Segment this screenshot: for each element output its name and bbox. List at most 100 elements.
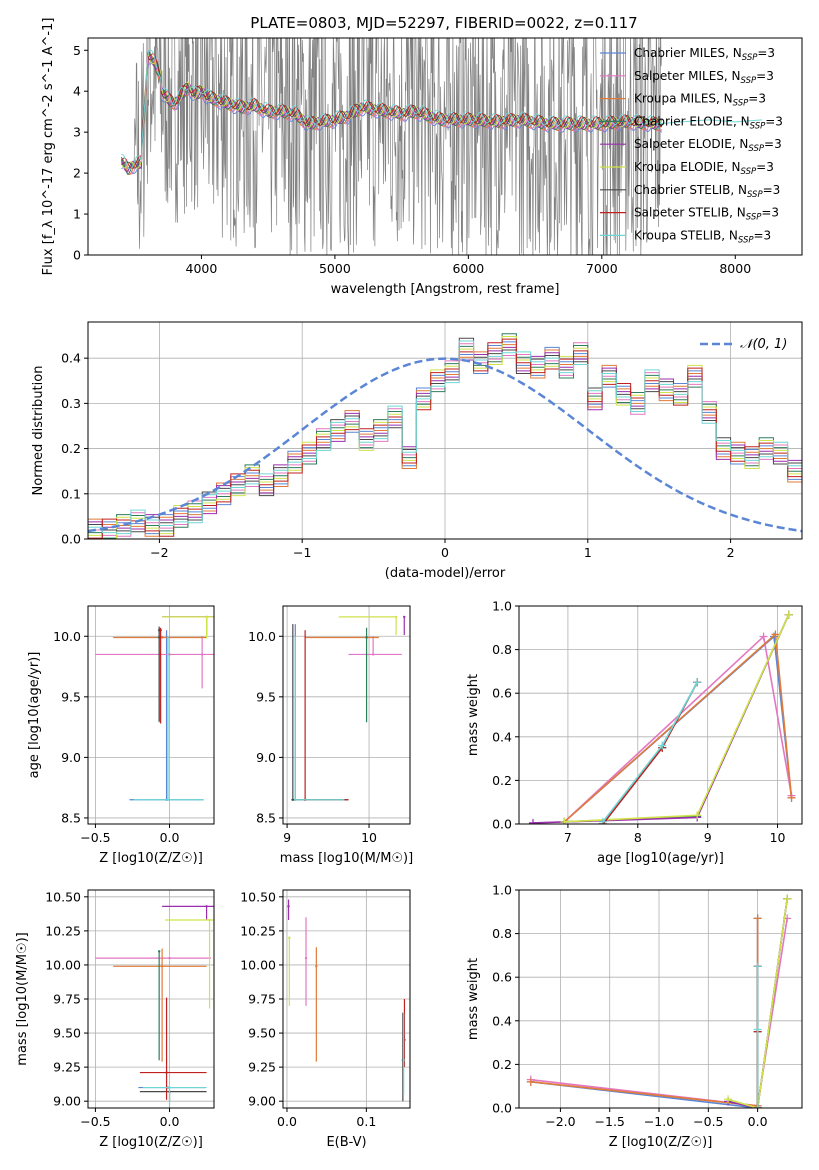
- chart-mass-vs-ebv: 0.0 0.1 9.00 9.25 9.50 9.75 10.00 10.25 10.50 E(B…: [240, 889, 411, 1150]
- x-tick-label: 0.0: [160, 1114, 180, 1129]
- y-tick-label: 8.5: [61, 810, 81, 825]
- y-tick-label: 0.0: [492, 817, 512, 832]
- model-fit-line: [121, 57, 663, 175]
- series-marker: [658, 741, 667, 750]
- y-tick-label: 0.3: [61, 396, 81, 411]
- y-tick-label: 3: [73, 125, 81, 140]
- series-marker: [560, 817, 569, 824]
- series-marker: [693, 678, 702, 687]
- series-marker: [771, 630, 780, 639]
- y-tick-label: 0.2: [492, 773, 512, 788]
- series-line: [563, 634, 793, 823]
- y-tick-label: 9.75: [248, 992, 276, 1007]
- data-point: [159, 629, 162, 632]
- data-point: [402, 1059, 405, 1062]
- legend-label: Kroupa STELIB, NSSP=3: [634, 228, 771, 245]
- x-tick-label: 0.0: [748, 1114, 768, 1129]
- series-marker: [526, 1077, 535, 1086]
- series-marker: [693, 811, 702, 820]
- series-marker: [598, 817, 607, 824]
- x-axis-label: (data-model)/error: [385, 566, 506, 581]
- data-point: [291, 798, 295, 801]
- figure-title: PLATE=0803, MJD=52297, FIBERID=0022, z=0…: [250, 14, 637, 32]
- axes-frame: [518, 889, 803, 1109]
- series-marker: [528, 818, 537, 824]
- y-tick-label: 10.25: [240, 923, 276, 938]
- x-axis-label: Z [log10(Z/Z☉)]: [609, 1135, 713, 1150]
- y-tick-label: 1.0: [492, 599, 512, 614]
- chart-weight-vs-Z: −2.0 −1.5 −1.0 −0.5 0.0 0.0 0.2 0.4 0.6 0.8 1.0 Z […: [466, 883, 803, 1150]
- data-point: [168, 956, 171, 960]
- y-tick-label: 0.2: [61, 441, 81, 456]
- y-axis-label: mass [log10(M/M☉)]: [15, 932, 30, 1065]
- x-tick-label: 7000: [586, 261, 618, 276]
- y-tick-label: 10.00: [240, 957, 276, 972]
- data-point: [168, 653, 171, 656]
- x-tick-label: 0.0: [160, 830, 180, 845]
- y-tick-label: 9.25: [248, 1060, 276, 1075]
- x-axis-label: mass [log10(M/M☉)]: [280, 851, 413, 866]
- x-axis-label: age [log10(age/yr)]: [597, 851, 724, 866]
- y-tick-label: 9.25: [53, 1060, 81, 1075]
- series-line: [563, 634, 793, 823]
- x-axis-label: Z [log10(Z/Z☉)]: [99, 1135, 203, 1150]
- legend-label: Kroupa MILES, NSSP=3: [634, 92, 766, 109]
- observed-spectrum: [121, 38, 662, 255]
- series-line: [602, 681, 698, 823]
- x-tick-label: −0.5: [80, 1114, 110, 1129]
- y-tick-label: 5: [73, 43, 81, 58]
- y-tick-label: 0.8: [492, 926, 512, 941]
- histogram-step: [88, 346, 802, 539]
- plot-area: [88, 333, 802, 539]
- legend-label: Chabrier MILES, NSSP=3: [634, 46, 775, 63]
- data-point: [365, 636, 368, 639]
- x-tick-label: −2: [150, 545, 168, 560]
- histogram-step: [88, 344, 802, 539]
- series-marker: [753, 962, 762, 971]
- series-marker: [759, 632, 768, 641]
- x-tick-label: −1: [293, 545, 311, 560]
- plot-area: [291, 615, 406, 801]
- axes-frame: [518, 605, 803, 825]
- y-tick-label: 9.00: [248, 1094, 276, 1109]
- y-tick-label: 8.5: [256, 810, 276, 825]
- histogram-step: [88, 335, 802, 539]
- series-line: [530, 918, 759, 1108]
- x-tick-label: 9: [704, 830, 712, 845]
- x-tick-label: 10: [770, 830, 786, 845]
- x-tick-label: 0: [441, 545, 449, 560]
- y-axis-label: Normed distribution: [31, 366, 46, 496]
- series-marker: [753, 914, 762, 923]
- x-axis-label: Z [log10(Z/Z☉)]: [99, 851, 203, 866]
- y-tick-label: 10.50: [45, 889, 81, 904]
- series-line: [532, 614, 790, 824]
- y-tick-label: 9.50: [248, 1026, 276, 1041]
- axes-frame: [282, 605, 411, 825]
- x-tick-label: 2: [727, 545, 735, 560]
- data-point: [166, 798, 170, 801]
- x-tick-label: 8000: [719, 261, 751, 276]
- plot-area: [287, 899, 406, 1102]
- y-tick-label: 1: [73, 207, 81, 222]
- data-point: [168, 1086, 171, 1089]
- y-tick-label: 0.4: [61, 351, 81, 366]
- y-tick-label: 4: [73, 84, 81, 99]
- y-tick-label: 0: [73, 248, 81, 263]
- y-tick-label: 9.0: [61, 750, 81, 765]
- y-tick-label: 10.0: [53, 629, 81, 644]
- x-tick-label: −0.5: [80, 830, 110, 845]
- x-tick-label: −2.0: [545, 1114, 575, 1129]
- histogram-step: [88, 338, 802, 539]
- data-point: [160, 636, 164, 639]
- series-marker: [753, 1104, 762, 1108]
- series-marker: [784, 610, 793, 619]
- y-tick-label: 9.5: [256, 689, 276, 704]
- x-tick-label: 5000: [319, 261, 351, 276]
- series-marker: [724, 1095, 733, 1104]
- y-tick-label: 1.0: [492, 883, 512, 898]
- x-tick-label: −0.5: [693, 1114, 723, 1129]
- x-tick-label: −1.0: [644, 1114, 674, 1129]
- y-tick-label: 9.0: [256, 750, 276, 765]
- legend-label: 𝒩(0, 1): [740, 337, 787, 352]
- data-point: [208, 918, 211, 922]
